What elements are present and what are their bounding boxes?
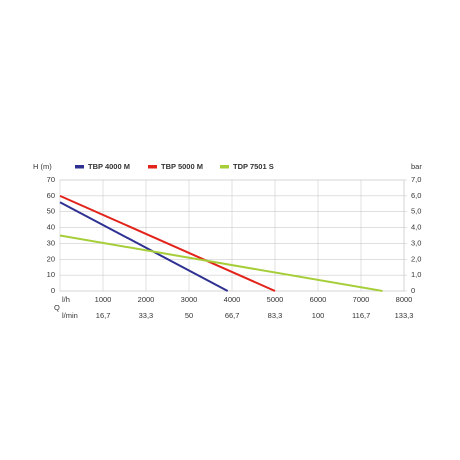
y-tick-label: 70 (47, 175, 55, 184)
x2-axis-label: l/min (62, 311, 78, 320)
y2-tick-label: 0 (411, 286, 415, 295)
x-tick-label: 5000 (267, 295, 284, 304)
x2-tick-label: 66,7 (225, 311, 240, 320)
y2-tick-label: 6,0 (411, 191, 421, 200)
legend-label: TBP 5000 M (161, 162, 203, 171)
x2-tick-label: 33,3 (139, 311, 154, 320)
y-axis-label: H (m) (33, 162, 52, 171)
x-tick-label: 7000 (353, 295, 370, 304)
y-tick-label: 0 (51, 286, 55, 295)
y2-tick-label: 2,0 (411, 254, 421, 263)
y-tick-label: 10 (47, 270, 55, 279)
x2-tick-label: 16,7 (96, 311, 111, 320)
x-tick-label: 8000 (396, 295, 413, 304)
y-tick-label: 50 (47, 207, 55, 216)
series-line (59, 234, 383, 292)
y-tick-label: 20 (47, 254, 55, 263)
x-tick-label: 4000 (224, 295, 241, 304)
x2-tick-label: 116,7 (352, 311, 370, 320)
q-label: Q (54, 303, 60, 312)
y2-tick-label: 1,0 (411, 270, 421, 279)
x-axis-label: l/h (62, 295, 70, 304)
legend-label: TDP 7501 S (233, 162, 274, 171)
x2-tick-label: 100 (312, 311, 325, 320)
x2-tick-label: 50 (185, 311, 193, 320)
x-tick-label: 2000 (138, 295, 155, 304)
y-tick-label: 40 (47, 223, 55, 232)
series-line (59, 201, 229, 292)
x-tick-label: 6000 (310, 295, 327, 304)
y2-tick-label: 7,0 (411, 175, 421, 184)
y2-tick-label: 5,0 (411, 207, 421, 216)
x-tick-label: 1000 (95, 295, 112, 304)
y2-tick-label: 3,0 (411, 238, 421, 247)
x-tick-label: 3000 (181, 295, 198, 304)
x2-tick-label: 83,3 (268, 311, 283, 320)
legend-label: TBP 4000 M (88, 162, 130, 171)
series-line (59, 194, 276, 292)
x2-tick-label: 133,3 (395, 311, 414, 320)
legend-swatch (220, 165, 229, 169)
y2-axis-label: bar (411, 162, 422, 171)
y-tick-label: 60 (47, 191, 55, 200)
y2-tick-label: 4,0 (411, 223, 421, 232)
legend-swatch (75, 165, 84, 169)
legend-swatch (148, 165, 157, 169)
y-tick-label: 30 (47, 238, 55, 247)
